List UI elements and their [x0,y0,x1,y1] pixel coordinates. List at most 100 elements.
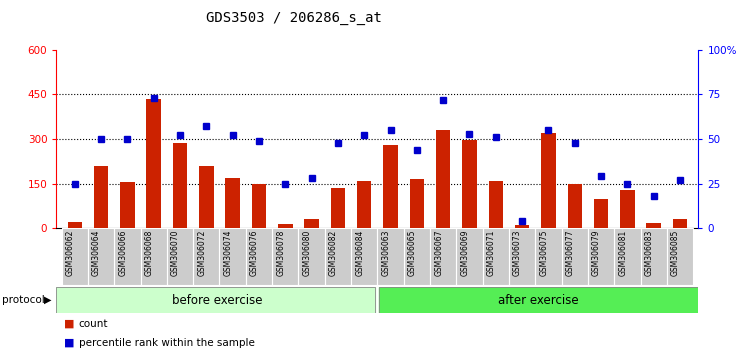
Bar [378,228,404,285]
Bar [430,228,457,285]
Text: GSM306067: GSM306067 [434,229,443,276]
Text: GSM306078: GSM306078 [276,229,285,276]
Bar [357,181,372,228]
Text: GSM306065: GSM306065 [408,229,417,276]
Text: GSM306070: GSM306070 [171,229,180,276]
Text: after exercise: after exercise [498,293,578,307]
Text: GSM306073: GSM306073 [513,229,522,276]
Bar [641,228,667,285]
Bar [146,99,161,228]
Bar [383,145,398,228]
Bar [94,166,108,228]
Bar [588,228,614,285]
Bar [351,228,378,285]
Bar [56,287,376,313]
Bar [409,179,424,228]
Bar [252,184,266,228]
Text: GDS3503 / 206286_s_at: GDS3503 / 206286_s_at [206,11,382,25]
Bar [483,228,509,285]
Bar [62,228,88,285]
Bar [509,228,535,285]
Bar [304,219,319,228]
Text: count: count [79,319,108,329]
Bar [272,228,298,285]
Text: GSM306074: GSM306074 [224,229,233,276]
Text: GSM306063: GSM306063 [382,229,391,276]
Text: GSM306068: GSM306068 [145,229,154,276]
Bar [114,228,140,285]
Bar [457,228,483,285]
Bar [541,133,556,228]
Bar [535,228,562,285]
Bar [298,228,324,285]
Bar [430,228,457,285]
Text: GSM306072: GSM306072 [198,229,207,276]
Bar [673,219,687,228]
Bar [594,199,608,228]
Bar [562,228,588,285]
Bar [298,228,324,285]
Text: GSM306071: GSM306071 [487,229,496,276]
Bar [167,228,193,285]
Bar [535,228,562,285]
Bar [515,225,529,228]
Text: GSM306075: GSM306075 [539,229,548,276]
Text: GSM306069: GSM306069 [460,229,469,276]
Text: before exercise: before exercise [171,293,262,307]
Bar [351,228,378,285]
Bar [140,228,167,285]
Text: GSM306077: GSM306077 [566,229,575,276]
Bar [562,228,588,285]
Bar [246,228,272,285]
Bar [225,178,240,228]
Bar [199,166,213,228]
Bar [379,287,698,313]
Bar [140,228,167,285]
Text: GSM306085: GSM306085 [671,229,680,276]
Text: GSM306080: GSM306080 [303,229,312,276]
Text: GSM306083: GSM306083 [644,229,653,276]
Text: ■: ■ [64,338,74,348]
Bar [246,228,272,285]
Bar [568,184,582,228]
Text: ▶: ▶ [44,295,52,305]
Bar [463,141,477,228]
Bar [489,181,503,228]
Text: GSM306084: GSM306084 [355,229,364,276]
Text: GSM306064: GSM306064 [92,229,101,276]
Bar [88,228,114,285]
Bar [379,287,698,313]
Bar [193,228,219,285]
Text: GSM306066: GSM306066 [119,229,128,276]
Bar [404,228,430,285]
Bar [667,228,693,285]
Bar [68,222,82,228]
Bar [588,228,614,285]
Bar [483,228,509,285]
Text: GSM306062: GSM306062 [66,229,75,276]
Bar [324,228,351,285]
Bar [667,228,693,285]
Bar [193,228,219,285]
Bar [457,228,483,285]
Bar [278,224,292,228]
Text: GSM306076: GSM306076 [250,229,259,276]
Bar [219,228,246,285]
Bar [324,228,351,285]
Bar [509,228,535,285]
Bar [614,228,641,285]
Text: protocol: protocol [2,295,44,305]
Bar [378,228,404,285]
Bar [330,188,345,228]
Bar [404,228,430,285]
Text: percentile rank within the sample: percentile rank within the sample [79,338,255,348]
Bar [614,228,641,285]
Bar [436,130,451,228]
Bar [56,287,376,313]
Bar [173,143,187,228]
Text: ■: ■ [64,319,74,329]
Bar [641,228,667,285]
Bar [167,228,193,285]
Text: GSM306079: GSM306079 [592,229,601,276]
Text: GSM306082: GSM306082 [329,229,338,276]
